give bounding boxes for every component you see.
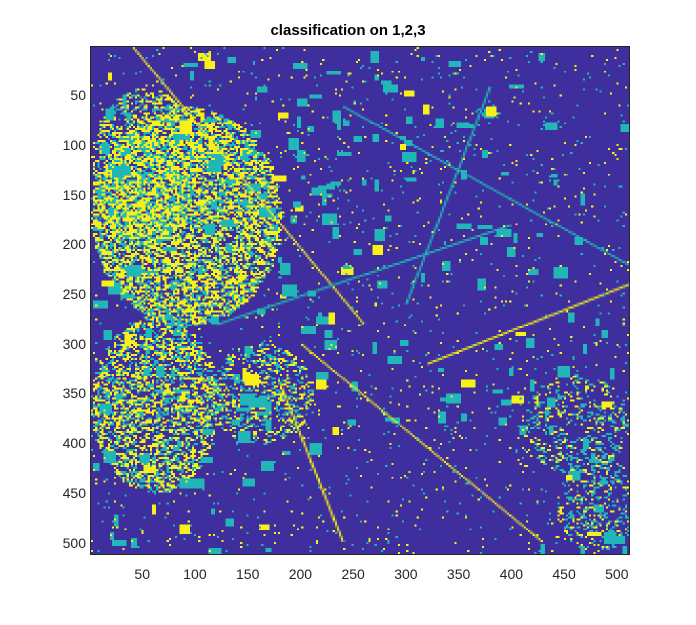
- x-tick-label: 100: [183, 566, 207, 582]
- x-tick-label: 50: [134, 566, 150, 582]
- x-tick-label: 150: [235, 566, 260, 582]
- x-tick-label: 450: [552, 566, 576, 582]
- plot-title: classification on 1,2,3: [270, 22, 426, 39]
- x-tick-label: 400: [499, 566, 524, 582]
- x-tick-label: 250: [341, 566, 365, 582]
- y-tick-label: 400: [62, 435, 86, 452]
- image-axes: [90, 46, 630, 555]
- x-tick-label: 350: [446, 566, 471, 582]
- x-tick-label: 500: [605, 566, 629, 582]
- y-tick-label: 250: [62, 286, 86, 303]
- y-tick-label: 100: [62, 136, 86, 153]
- classification-image: [91, 47, 629, 554]
- x-tick-label: 300: [394, 566, 418, 582]
- y-tick-label: 50: [70, 87, 86, 104]
- y-tick-label: 450: [62, 484, 86, 501]
- y-tick-label: 300: [62, 335, 86, 352]
- x-tick-label: 200: [288, 566, 313, 582]
- y-tick-label: 200: [62, 236, 86, 253]
- y-tick-label: 350: [62, 385, 86, 402]
- y-tick-label: 150: [62, 186, 86, 203]
- y-tick-label: 500: [62, 534, 86, 551]
